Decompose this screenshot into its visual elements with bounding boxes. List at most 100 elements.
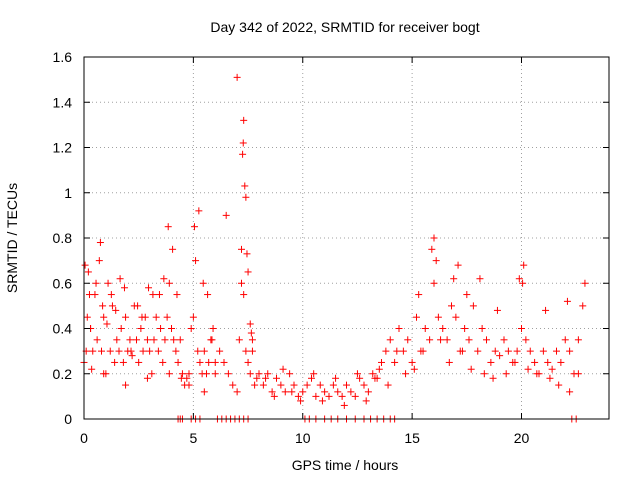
data-point bbox=[204, 291, 212, 299]
data-point bbox=[461, 325, 469, 332]
data-point bbox=[157, 325, 165, 332]
data-point bbox=[99, 302, 107, 310]
y-tick-label: 0.2 bbox=[53, 366, 73, 382]
data-point bbox=[211, 370, 219, 378]
data-point bbox=[259, 381, 267, 389]
data-point bbox=[513, 347, 521, 355]
data-point bbox=[146, 347, 154, 355]
data-point bbox=[246, 320, 254, 328]
y-tick-label: 1.6 bbox=[53, 49, 73, 65]
data-point bbox=[148, 370, 156, 378]
data-point bbox=[242, 347, 250, 355]
x-tick-label: 5 bbox=[189, 430, 197, 446]
y-tick-label: 0.6 bbox=[53, 275, 73, 291]
data-point bbox=[93, 336, 101, 344]
y-tick-label: 1.2 bbox=[53, 140, 73, 156]
data-point bbox=[318, 397, 326, 405]
data-point bbox=[325, 392, 333, 400]
data-point bbox=[356, 374, 364, 382]
data-point bbox=[426, 336, 434, 344]
data-point bbox=[233, 388, 241, 396]
data-point bbox=[378, 358, 385, 366]
data-point bbox=[200, 347, 208, 355]
data-point bbox=[413, 313, 420, 321]
y-tick-label: 0.8 bbox=[53, 230, 73, 246]
data-point bbox=[238, 279, 245, 287]
data-point bbox=[81, 261, 89, 269]
data-point bbox=[244, 358, 252, 366]
data-point bbox=[98, 347, 105, 355]
data-point bbox=[96, 239, 104, 247]
data-point bbox=[553, 347, 560, 355]
data-point bbox=[262, 374, 270, 382]
data-point bbox=[563, 297, 571, 305]
data-point bbox=[491, 347, 499, 355]
data-point bbox=[286, 370, 294, 378]
data-point bbox=[555, 381, 563, 389]
chart-title: Day 342 of 2022, SRMTID for receiver bog… bbox=[210, 19, 479, 35]
data-point bbox=[445, 358, 453, 366]
data-point bbox=[143, 336, 151, 344]
y-tick-label: 0.4 bbox=[53, 321, 73, 337]
y-axis-label: SRMTID / TECUs bbox=[4, 183, 20, 293]
data-point bbox=[574, 336, 582, 344]
data-point bbox=[439, 325, 447, 332]
data-point bbox=[270, 392, 278, 400]
data-point bbox=[347, 388, 355, 396]
data-point bbox=[135, 358, 143, 366]
x-tick-label: 0 bbox=[80, 430, 88, 446]
data-point bbox=[100, 370, 108, 378]
data-point bbox=[209, 325, 217, 332]
data-point bbox=[203, 370, 210, 378]
data-point bbox=[235, 336, 243, 344]
data-point bbox=[404, 336, 412, 344]
data-point bbox=[489, 374, 497, 382]
data-point bbox=[113, 336, 121, 344]
data-point bbox=[542, 306, 550, 314]
data-point bbox=[163, 313, 171, 321]
data-point bbox=[487, 358, 495, 366]
data-point bbox=[546, 374, 554, 382]
data-point bbox=[321, 388, 329, 396]
data-point bbox=[211, 358, 219, 366]
data-point bbox=[160, 275, 168, 283]
data-point bbox=[343, 381, 350, 389]
data-point bbox=[173, 291, 181, 299]
data-point bbox=[172, 347, 180, 355]
data-point bbox=[195, 207, 203, 215]
data-point bbox=[128, 352, 136, 360]
data-point bbox=[531, 358, 539, 366]
data-point bbox=[279, 365, 287, 373]
data-point bbox=[410, 365, 418, 373]
data-point bbox=[169, 245, 177, 253]
data-point bbox=[242, 193, 250, 201]
data-point bbox=[170, 336, 178, 344]
data-point bbox=[434, 313, 442, 321]
data-point bbox=[247, 329, 255, 337]
data-point bbox=[244, 268, 252, 276]
data-point bbox=[133, 336, 140, 344]
data-point bbox=[518, 325, 525, 332]
data-point bbox=[200, 388, 208, 396]
data-point bbox=[122, 381, 130, 389]
data-point bbox=[112, 306, 120, 314]
data-point bbox=[107, 291, 115, 299]
x-tick-label: 20 bbox=[514, 430, 530, 446]
data-point bbox=[106, 347, 114, 355]
data-point bbox=[557, 358, 565, 366]
y-tick-label: 0 bbox=[64, 411, 72, 427]
data-point bbox=[329, 381, 337, 389]
data-point bbox=[108, 302, 116, 310]
data-point bbox=[502, 370, 510, 378]
data-point bbox=[115, 347, 123, 355]
data-point bbox=[399, 347, 407, 355]
data-point bbox=[511, 358, 519, 366]
data-point bbox=[574, 370, 582, 378]
y-tick-label: 1.4 bbox=[53, 94, 73, 110]
data-point bbox=[268, 388, 276, 396]
data-point bbox=[281, 388, 289, 396]
data-point bbox=[520, 261, 528, 269]
data-point bbox=[154, 347, 162, 355]
data-point bbox=[369, 370, 377, 378]
